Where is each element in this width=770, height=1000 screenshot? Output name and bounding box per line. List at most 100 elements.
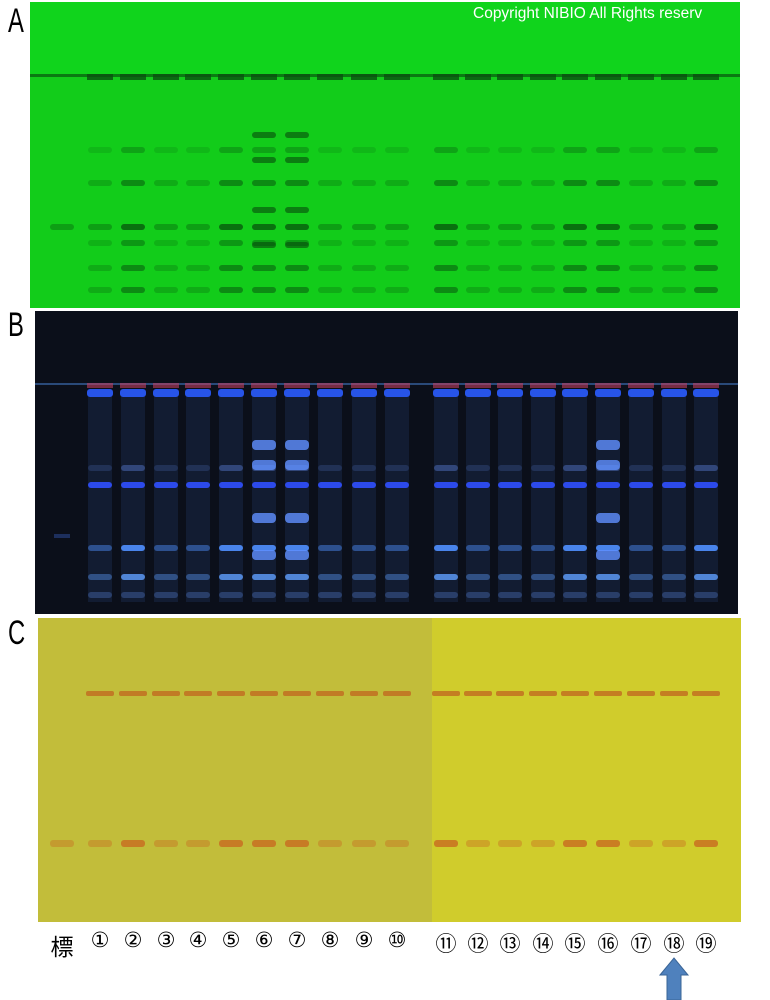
band [434, 147, 458, 153]
band [154, 592, 178, 598]
band [385, 147, 409, 153]
band [352, 592, 376, 598]
plate-c-right [432, 618, 741, 922]
band [186, 180, 210, 186]
band [661, 389, 687, 397]
band [154, 147, 178, 153]
lane-smear [385, 397, 409, 602]
band [498, 465, 522, 471]
band [186, 465, 210, 471]
band [531, 224, 555, 230]
band [251, 383, 277, 388]
band [497, 389, 523, 397]
band [252, 545, 276, 551]
lane-smear [466, 397, 490, 602]
band [218, 74, 244, 80]
lane-label: ④ [188, 928, 208, 952]
lane-label: ⑮ [564, 932, 586, 956]
band [284, 74, 310, 80]
band [219, 592, 243, 598]
lane-smear [252, 397, 276, 602]
band [88, 224, 112, 230]
band [628, 74, 654, 80]
band [629, 180, 653, 186]
band [285, 157, 309, 163]
band [285, 513, 309, 523]
band [662, 574, 686, 580]
lane-smear [219, 397, 243, 602]
band [694, 482, 718, 488]
band [285, 460, 309, 470]
band [661, 383, 687, 388]
lane-label: ⑥ [254, 928, 274, 952]
band [318, 574, 342, 580]
band [284, 389, 310, 397]
band [121, 465, 145, 471]
band [497, 383, 523, 388]
band [563, 180, 587, 186]
band [434, 180, 458, 186]
band [50, 224, 74, 230]
band [186, 265, 210, 271]
band [563, 287, 587, 293]
band [498, 545, 522, 551]
lane-smear [531, 397, 555, 602]
lane-label: ⑨ [354, 928, 374, 952]
band [530, 383, 556, 388]
band [385, 574, 409, 580]
lane-smear [352, 397, 376, 602]
band [629, 147, 653, 153]
lane-label: ⑰ [630, 932, 652, 956]
band [628, 389, 654, 397]
band [154, 265, 178, 271]
band [352, 465, 376, 471]
band [185, 383, 211, 388]
band [252, 157, 276, 163]
band [629, 574, 653, 580]
band [318, 482, 342, 488]
lane-smear [596, 397, 620, 602]
lane-smear [563, 397, 587, 602]
band [531, 265, 555, 271]
plate-c-left [38, 618, 432, 922]
band [318, 180, 342, 186]
band [629, 482, 653, 488]
band [88, 265, 112, 271]
band [285, 574, 309, 580]
band [186, 147, 210, 153]
band [316, 691, 344, 696]
band [251, 74, 277, 80]
band [596, 513, 620, 523]
band [596, 287, 620, 293]
band [433, 74, 459, 80]
lane-label: ⑯ [597, 932, 619, 956]
band [217, 691, 245, 696]
band [465, 389, 491, 397]
band [154, 840, 178, 847]
lane-smear [88, 397, 112, 602]
lane-smear [498, 397, 522, 602]
band [694, 180, 718, 186]
lane-smear [318, 397, 342, 602]
band [498, 482, 522, 488]
band [285, 440, 309, 450]
band [693, 383, 719, 388]
band [662, 465, 686, 471]
band [596, 840, 620, 847]
band [252, 180, 276, 186]
band [384, 389, 410, 397]
lane-label: ⑱ [663, 932, 685, 956]
band [498, 840, 522, 847]
band [596, 440, 620, 450]
band [88, 180, 112, 186]
band [662, 287, 686, 293]
band [384, 383, 410, 388]
band [121, 147, 145, 153]
band [283, 691, 311, 696]
band [595, 389, 621, 397]
band [252, 592, 276, 598]
band [464, 691, 492, 696]
band [563, 240, 587, 246]
band [629, 465, 653, 471]
